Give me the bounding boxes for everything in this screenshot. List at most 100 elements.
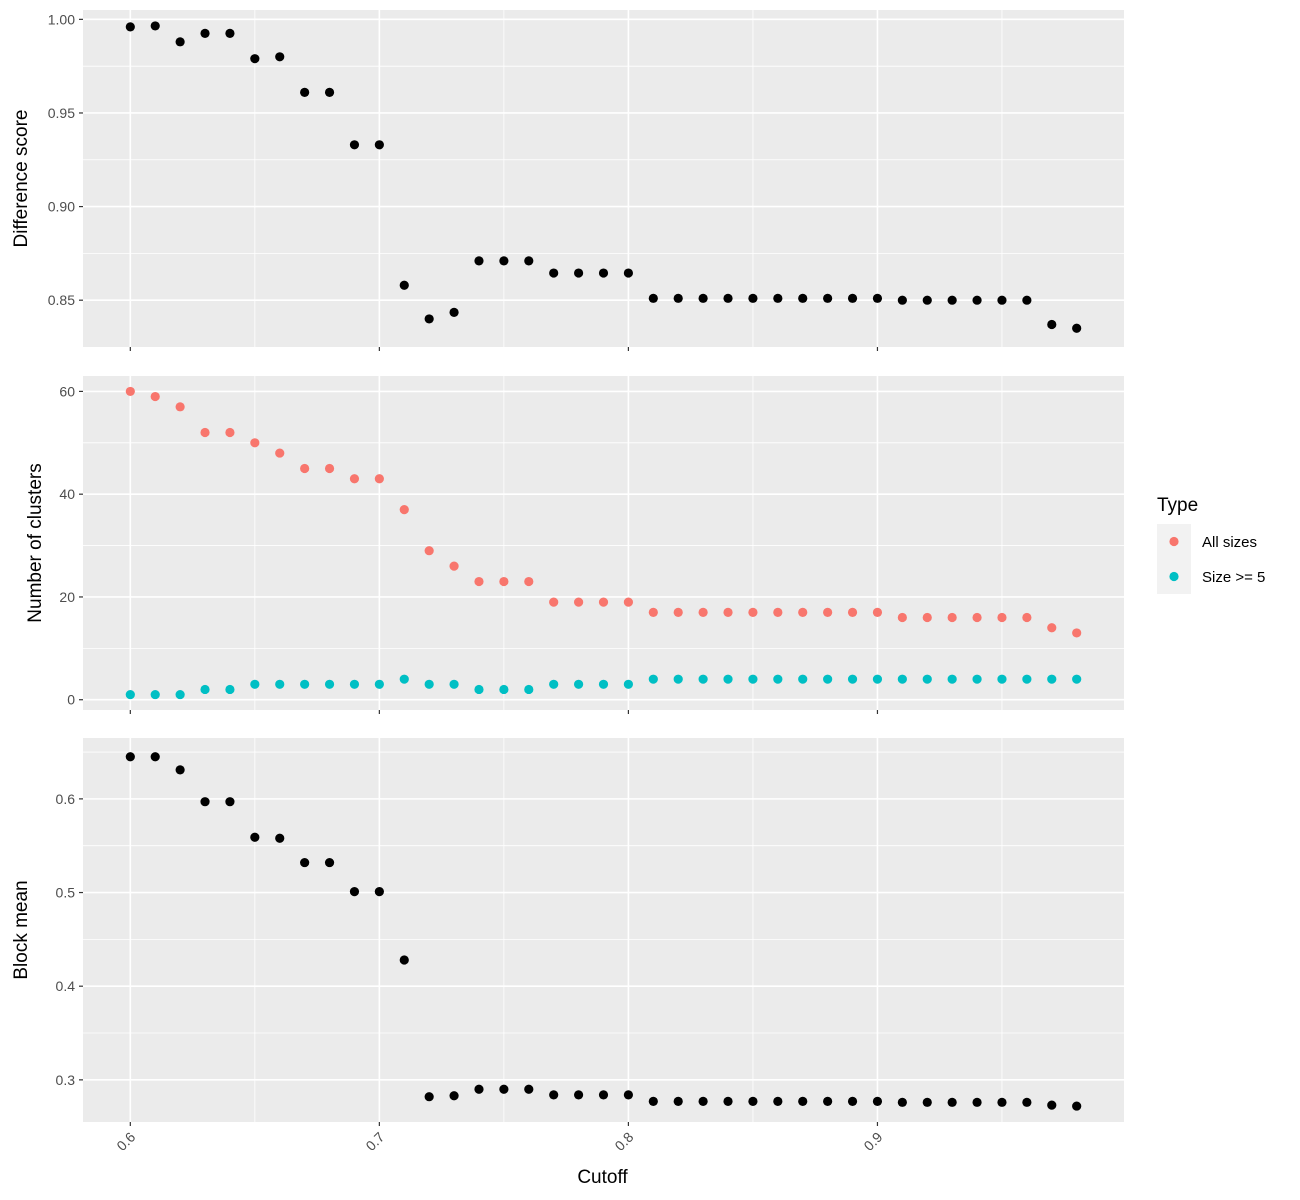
y-axis-title: Block mean [11,880,32,979]
data-point [698,293,708,303]
data-point [150,391,160,402]
data-point [1072,628,1082,638]
data-point [225,797,235,807]
data-point [474,576,484,587]
data-point [449,679,459,689]
data-point [324,463,335,474]
data-point [947,674,957,684]
data-point [847,293,858,303]
data-point [997,612,1007,623]
data-point [225,684,235,695]
data-point [175,402,185,412]
data-point [823,1096,833,1106]
data-point [349,474,360,484]
y-tick-label: 60 [59,383,75,399]
data-point [499,1084,509,1094]
data-point [399,505,409,515]
data-point [1022,295,1032,305]
data-point [798,607,808,617]
data-point [673,674,683,684]
data-point [1047,319,1057,330]
data-point [200,427,210,438]
data-point [773,1096,783,1106]
data-point [549,679,559,689]
data-point [474,684,484,695]
data-point [1022,1097,1032,1107]
data-point [897,1097,907,1107]
data-point [623,1090,634,1100]
data-point [474,256,484,266]
data-point [324,857,335,868]
data-point [673,607,683,617]
data-point [698,674,708,684]
data-point [598,597,609,607]
data-point [449,307,459,317]
data-point [947,612,957,623]
data-point [250,679,260,689]
data-point [623,597,634,607]
data-point [349,887,360,897]
data-point [175,37,185,47]
data-point [698,1096,708,1106]
data-point [324,87,335,97]
data-point [300,679,310,689]
data-point [349,679,360,689]
data-point [798,1096,808,1106]
data-point [374,474,384,484]
data-point [200,28,210,39]
data-point [524,256,534,266]
data-point [424,546,434,556]
panel-background [83,10,1124,347]
data-point [1072,323,1082,333]
data-point [225,427,235,438]
data-point [847,1096,858,1106]
data-point [300,463,310,474]
data-point [972,1097,982,1107]
data-point [972,295,982,305]
data-point [723,293,733,303]
data-point [723,607,733,617]
data-point [549,597,559,607]
data-point [499,576,509,587]
y-tick-label: 0 [67,692,75,708]
data-point [275,679,285,689]
legend: Type All sizes Size >= 5 [1157,495,1265,594]
data-point [997,295,1007,305]
data-point [399,280,409,290]
y-tick-label: 0.5 [56,885,76,901]
data-point [399,674,409,684]
data-point [549,268,559,278]
data-point [424,314,434,324]
data-point [524,684,534,695]
data-point [897,295,907,305]
data-point [723,1096,733,1106]
data-point [573,679,584,689]
data-point [823,607,833,617]
data-point [1022,612,1032,623]
data-point [972,612,982,623]
y-axis-title: Difference score [11,110,32,248]
data-point [648,293,658,303]
data-point [374,140,384,150]
data-point [150,21,160,31]
y-tick-label: 40 [59,486,75,502]
data-point [648,607,658,617]
data-point [449,561,459,571]
data-point [1047,674,1057,684]
data-point [573,268,584,278]
data-point [175,765,185,775]
data-point [798,293,808,303]
y-tick-label: 0.95 [48,105,75,121]
data-point [200,797,210,807]
data-point [773,607,783,617]
data-point [225,28,235,39]
data-point [125,689,135,700]
data-point [922,1097,932,1107]
data-point [648,674,658,684]
data-point [673,293,683,303]
panel-background [83,738,1124,1122]
data-point [972,674,982,684]
data-point [1072,1101,1082,1111]
data-point [573,597,584,607]
